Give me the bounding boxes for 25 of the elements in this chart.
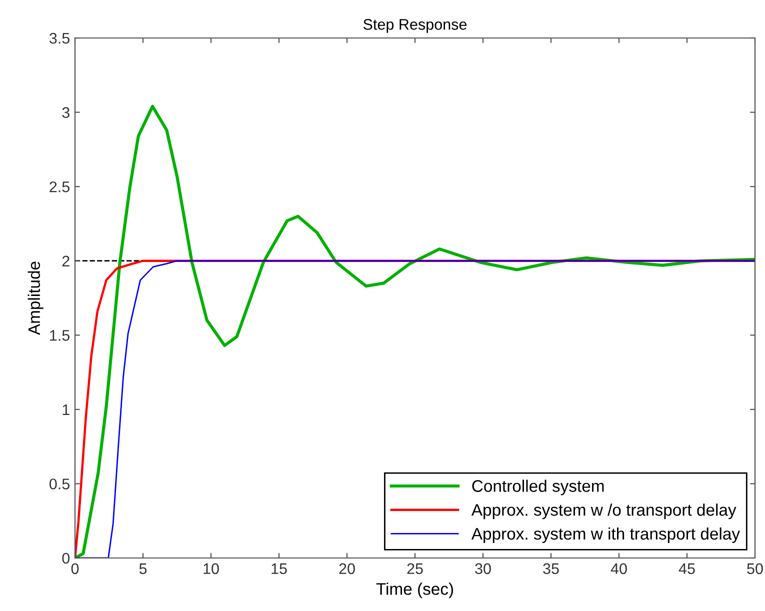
y-tick-label: 0.5 [50,478,70,490]
y-tick-label: 2 [62,256,70,266]
legend-label: Controlled system [472,480,604,496]
x-tick-label: 5 [139,563,147,574]
x-tick-label: 30 [475,563,491,574]
legend-label: Approx. system w /o transport delay [471,504,736,520]
x-axis-title: Time (sec) [376,582,454,598]
x-tick-label: 25 [407,563,423,574]
y-tick-label: 2.5 [50,181,70,192]
chart-title: Step Response [363,19,467,33]
y-tick-label: 1 [62,404,70,415]
y-axis-title: Amplitude [28,262,44,336]
x-tick-label: 20 [339,563,355,574]
x-tick-label: 45 [678,563,695,574]
x-tick-label: 35 [543,563,559,574]
legend-label: Approx. system w ith transport delay [471,527,740,543]
x-tick-label: 10 [204,563,219,574]
y-tick-label: 3.5 [49,32,70,44]
x-tick-label: 40 [610,563,627,574]
x-tick-label: 0 [71,563,79,574]
y-tick-label: 3 [62,107,70,118]
x-tick-label: 15 [272,563,287,574]
x-tick-label: 50 [747,563,763,574]
y-tick-label: 0 [62,552,70,564]
y-tick-label: 1.5 [50,330,70,341]
